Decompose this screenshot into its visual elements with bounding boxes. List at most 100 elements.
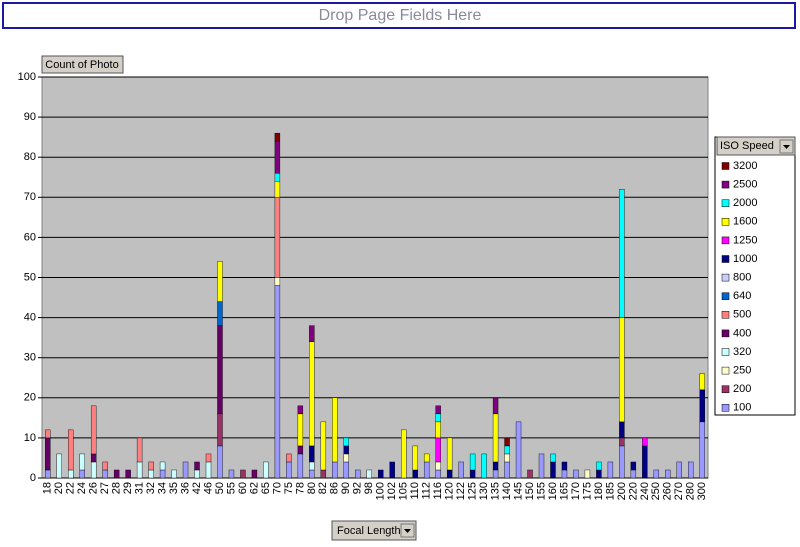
bar-segment: [676, 461, 682, 479]
x-tick-label: 29: [122, 482, 134, 494]
bar-segment: [435, 405, 441, 415]
x-tick-label: 185: [604, 482, 616, 500]
bar-segment: [286, 461, 292, 479]
x-tick-label: 110: [409, 482, 421, 500]
legend-swatch: [721, 255, 730, 263]
bar-segment: [309, 325, 315, 342]
data-field-button[interactable]: [41, 55, 124, 74]
x-tick-label: 155: [535, 482, 547, 500]
legend-label: 640: [733, 290, 751, 302]
legend-swatch: [721, 162, 730, 170]
category-field-button[interactable]: [331, 520, 417, 541]
bar-segment: [309, 461, 315, 471]
x-tick-label: 26: [88, 482, 100, 494]
bar-segment: [309, 469, 315, 479]
legend-swatch: [721, 218, 730, 226]
x-tick-label: 82: [317, 482, 329, 494]
x-tick-label: 86: [329, 482, 341, 494]
bar-segment: [148, 469, 154, 479]
bar-segment: [688, 461, 694, 479]
bar-segment: [286, 453, 292, 463]
x-tick-label: 105: [398, 482, 410, 500]
bar-segment: [159, 469, 166, 479]
legend-swatch: [721, 385, 730, 393]
bar-segment: [435, 469, 441, 479]
x-tick-label: 50: [214, 482, 226, 494]
legend-label: 400: [733, 327, 751, 339]
y-tick-label: 10: [24, 432, 36, 444]
bar-segment: [148, 461, 154, 471]
x-tick-label: 165: [558, 482, 570, 500]
bar-segment: [45, 437, 51, 471]
bar-segment: [274, 197, 281, 278]
legend-swatch: [721, 292, 730, 300]
bar-segment: [240, 469, 246, 479]
bar-segment: [102, 469, 108, 479]
page-field-drop-zone[interactable]: [2, 2, 796, 29]
y-tick-label: 60: [24, 231, 36, 243]
legend-label: 1000: [733, 253, 757, 265]
x-tick-label: 65: [260, 482, 272, 494]
series-field-label: ISO Speed: [720, 140, 774, 152]
dropdown-arrow: [404, 529, 411, 533]
bar-segment: [504, 437, 510, 447]
bar-segment: [251, 469, 258, 479]
x-tick-label: 46: [202, 482, 214, 494]
bar-segment: [492, 397, 499, 415]
x-tick-label: 120: [444, 482, 456, 500]
bar-segment: [469, 453, 476, 471]
legend-label: 200: [733, 383, 751, 395]
bar-segment: [320, 469, 327, 479]
bar-segment: [619, 421, 625, 439]
bar-segment: [217, 445, 223, 479]
y-tick-label: 0: [30, 472, 36, 484]
x-tick-label: 70: [271, 482, 283, 494]
bar-segment: [435, 437, 441, 463]
bar-segment: [45, 429, 51, 439]
legend-label: 320: [733, 346, 751, 358]
bar-segment: [492, 461, 499, 471]
bar-segment: [607, 461, 614, 479]
y-tick-label: 70: [24, 191, 36, 203]
x-tick-label: 98: [363, 482, 375, 494]
legend-label: 3200: [733, 160, 757, 172]
bar-segment: [699, 373, 705, 390]
bar-segment: [228, 469, 235, 479]
bar-segment: [538, 453, 545, 479]
x-tick-label: 160: [547, 482, 559, 500]
bar-segment: [412, 469, 418, 479]
bar-segment: [435, 461, 441, 471]
y-tick-label: 80: [24, 151, 36, 163]
legend-swatch: [721, 311, 730, 319]
x-tick-label: 28: [111, 482, 123, 494]
bar-segment: [217, 301, 223, 326]
legend-label: 100: [733, 402, 751, 414]
bar-segment: [125, 469, 131, 479]
legend-label: 1250: [733, 234, 757, 246]
bar-segment: [194, 461, 200, 471]
x-tick-label: 145: [512, 482, 524, 500]
x-tick-label: 240: [639, 482, 651, 500]
x-tick-label: 22: [65, 482, 77, 494]
bar-segment: [699, 389, 705, 423]
bar-segment: [619, 445, 625, 479]
category-field-label: Focal Length: [337, 525, 401, 537]
bar-segment: [596, 469, 602, 479]
bar-segment: [596, 461, 602, 471]
bar-segment: [309, 445, 315, 463]
bar-segment: [584, 469, 591, 479]
bar-segment: [389, 461, 395, 479]
legend-label: 500: [733, 309, 751, 321]
bar-segment: [263, 461, 269, 479]
x-tick-label: 60: [237, 482, 249, 494]
bar-segment: [297, 405, 304, 415]
bar-segment: [79, 453, 85, 471]
x-tick-label: 116: [432, 482, 444, 500]
x-tick-label: 130: [478, 482, 490, 500]
bar-segment: [171, 469, 177, 479]
bar-segment: [504, 453, 510, 463]
x-tick-label: 34: [156, 482, 168, 494]
x-tick-label: 280: [685, 482, 697, 500]
series-field-button[interactable]: [716, 136, 796, 156]
